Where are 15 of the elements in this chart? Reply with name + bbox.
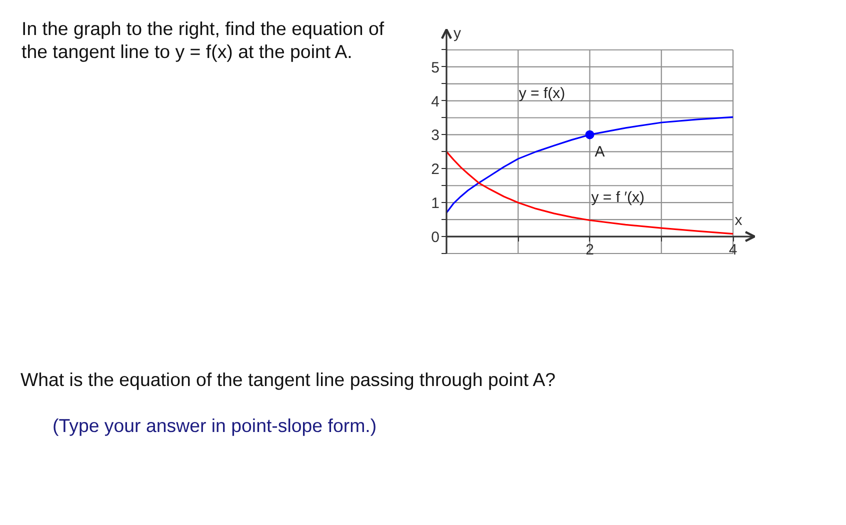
text: (Type your answer in point-slope form.) bbox=[52, 415, 377, 436]
y-tick-label: 3 bbox=[431, 127, 440, 144]
x-axis-title: x bbox=[734, 212, 743, 230]
annotation: A bbox=[594, 144, 605, 161]
y-tick-label: 5 bbox=[431, 59, 440, 76]
text: In the graph to the right, find the equation of the tangent line to y = f(x) at the point A. bbox=[22, 18, 385, 62]
text: y = f(x) bbox=[518, 85, 566, 102]
y-tick-label: 2 bbox=[431, 161, 440, 178]
y-tick-label: 1 bbox=[431, 195, 440, 212]
text: What is the equation of the tangent line passing through point A? bbox=[20, 369, 556, 390]
y-axis-title: y bbox=[454, 25, 462, 42]
y-tick-label: 4 bbox=[431, 93, 440, 110]
y-tick-label: 0 bbox=[431, 229, 440, 246]
line-series bbox=[446, 116, 734, 214]
series-label: y = f ′(x) bbox=[591, 189, 644, 206]
